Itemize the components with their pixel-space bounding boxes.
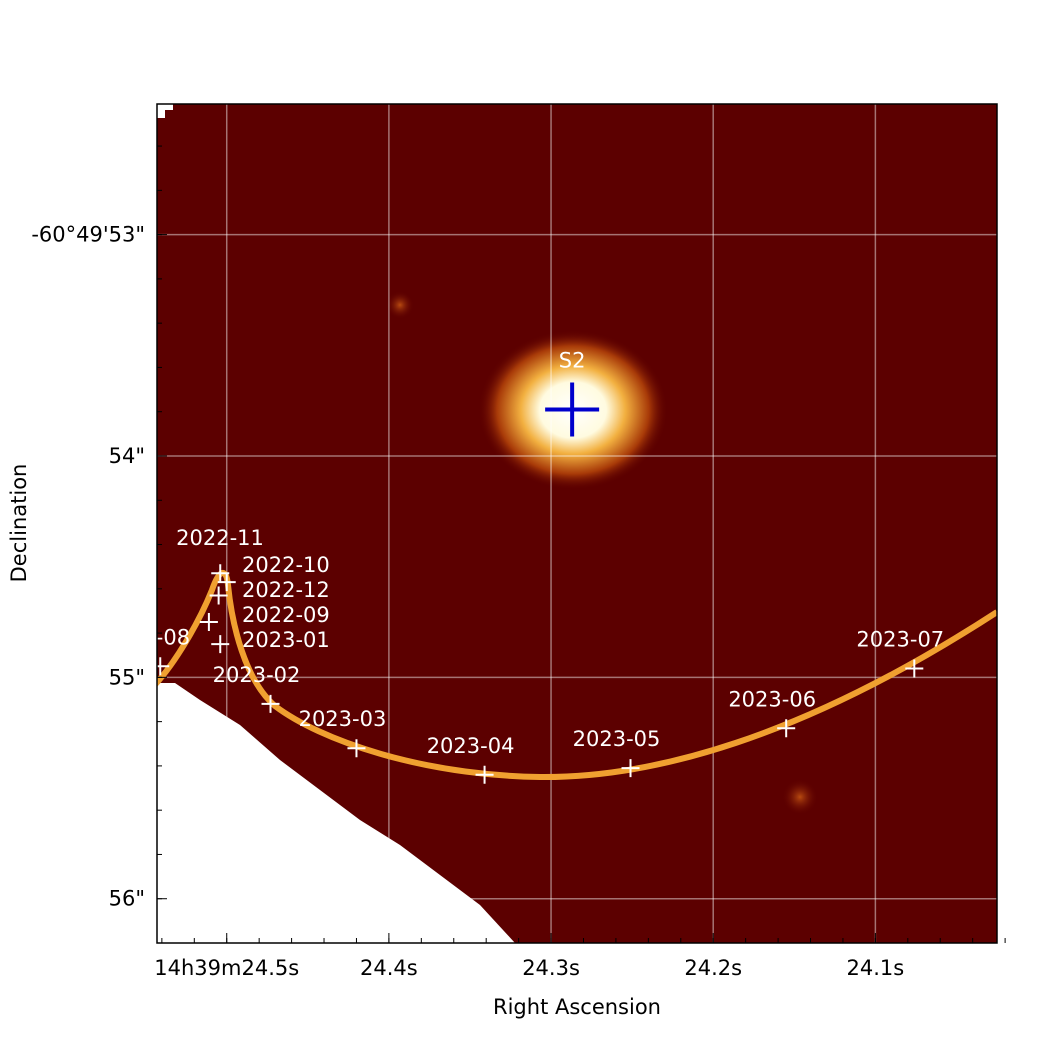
epoch-marker (777, 719, 796, 738)
x-tick-label: 24.2s (684, 956, 742, 980)
faint-source (386, 291, 414, 319)
source-marker (545, 382, 600, 437)
plot-frame (156, 103, 998, 944)
epoch-marker (157, 657, 170, 676)
epoch-label: 2022-12 (242, 578, 330, 602)
y-tick-label: 54" (109, 444, 145, 468)
epoch-marker (475, 765, 494, 784)
epoch-label: 2023-05 (573, 727, 661, 751)
proper-motion-track (157, 570, 997, 781)
epoch-marker (211, 564, 230, 583)
epoch-marker (347, 739, 366, 758)
faint-source (782, 779, 818, 815)
epoch-label: 2023-02 (213, 663, 301, 687)
no-data-corner (157, 104, 173, 118)
source-label: S2 (559, 348, 586, 372)
x-axis-label: Right Ascension (493, 995, 661, 1019)
epoch-marker (621, 759, 640, 778)
x-tick-label: 24.3s (522, 956, 580, 980)
epoch-label: 2023-07 (856, 627, 944, 651)
no-data-wedge (157, 683, 515, 943)
epoch-marker (209, 586, 228, 605)
epoch-label: 2022-09 (242, 603, 330, 627)
epoch-label: 2023-01 (242, 628, 330, 652)
epoch-label: 2022-08 (102, 625, 190, 649)
epoch-label: 2023-06 (728, 687, 816, 711)
epoch-label: 2023-03 (299, 707, 387, 731)
y-tick-label: 55" (109, 665, 145, 689)
epoch-label: 2022-11 (176, 526, 264, 550)
x-tick-label: 14h39m24.5s (154, 956, 299, 980)
y-tick-label: -60°49'53" (31, 223, 145, 247)
epoch-marker (211, 635, 230, 654)
x-tick-label: 24.4s (360, 956, 418, 980)
epoch-marker (261, 694, 280, 713)
x-tick-label: 24.1s (847, 956, 905, 980)
y-tick-label: 56" (109, 887, 145, 911)
y-axis-label: Declination (7, 464, 31, 583)
epoch-label: 2023-04 (427, 734, 515, 758)
epoch-marker (905, 659, 924, 678)
epoch-label: 2022-10 (242, 553, 330, 577)
epoch-marker (199, 613, 218, 632)
